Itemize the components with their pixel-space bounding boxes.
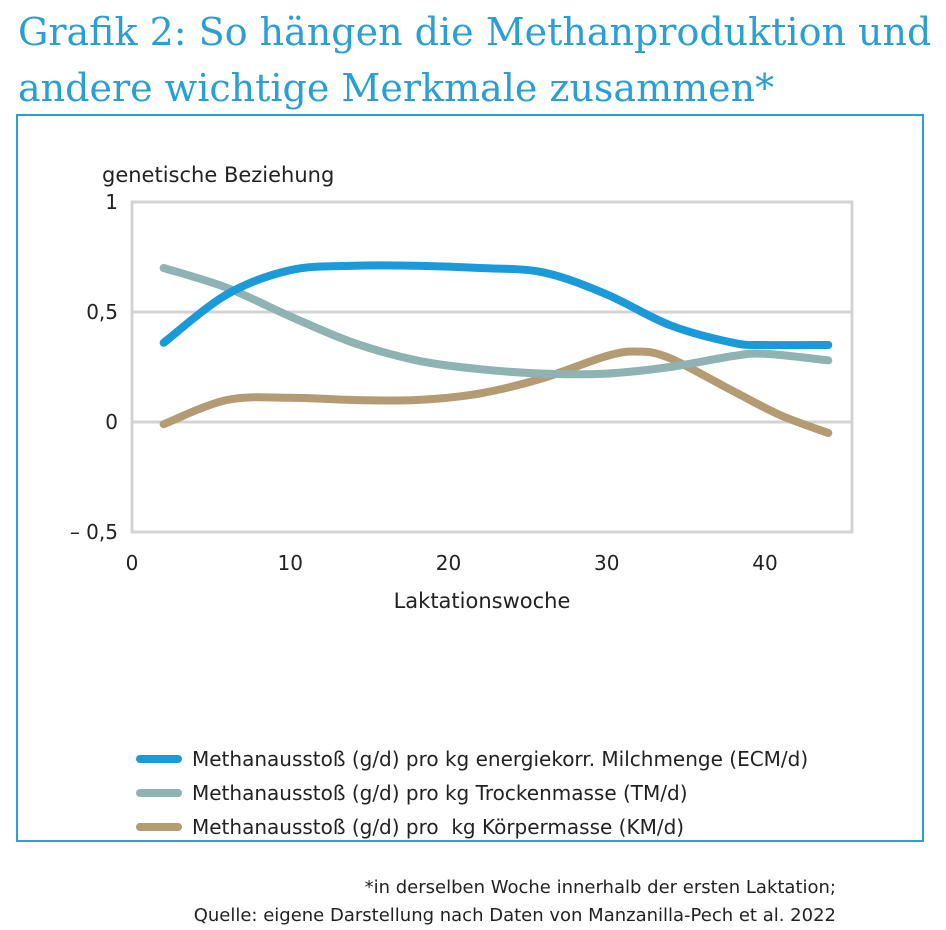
- legend-item-tm: Methanausstoß (g/d) pro kg Trockenmasse …: [136, 776, 808, 810]
- series-line-tm: [159, 264, 833, 379]
- x-tick-label: 10: [278, 551, 303, 575]
- legend: Methanausstoß (g/d) pro kg energiekorr. …: [136, 742, 808, 844]
- chart-title: Grafik 2: So hängen die Methanproduktion…: [18, 10, 932, 110]
- footnote: *in derselben Woche innerhalb der ersten…: [194, 874, 836, 930]
- legend-label-km: Methanausstoß (g/d) pro kg Körpermasse (…: [192, 815, 685, 839]
- y-tick-label: 1: [105, 190, 118, 214]
- legend-label-ecm: Methanausstoß (g/d) pro kg energiekorr. …: [192, 747, 809, 771]
- legend-swatch-tm: [136, 789, 182, 797]
- x-tick-label: 40: [752, 551, 777, 575]
- y-tick-label: 0,5: [86, 300, 118, 324]
- legend-item-km: Methanausstoß (g/d) pro kg Körpermasse (…: [136, 810, 808, 844]
- chart-frame: 1 0,5 0 – 0,5 0 10 20 30 40 genetische Beziehung L…: [16, 114, 924, 926]
- line-chart: 1 0,5 0 – 0,5 0 10 20 30 40 genetische Beziehung L…: [70, 163, 854, 613]
- legend-item-ecm: Methanausstoß (g/d) pro kg energiekorr. …: [136, 742, 808, 776]
- series-line-km: [159, 347, 833, 437]
- footnote-source: Quelle: eigene Darstellung nach Daten vo…: [193, 905, 836, 926]
- legend-label-tm: Methanausstoß (g/d) pro kg Trockenmasse …: [192, 781, 688, 805]
- legend-swatch-ecm: [136, 755, 182, 763]
- y-tick-label: 0: [105, 410, 118, 434]
- series-line-ecm: [159, 261, 833, 350]
- x-tick-label: 30: [594, 551, 619, 575]
- y-tick-label: – 0,5: [70, 520, 118, 544]
- x-tick-label: 0: [126, 551, 139, 575]
- footnote-note: *in derselben Woche innerhalb der ersten…: [364, 877, 836, 898]
- legend-swatch-km: [136, 823, 182, 831]
- x-tick-label: 20: [436, 551, 461, 575]
- x-axis-title: Laktationswoche: [394, 589, 571, 613]
- y-axis-title: genetische Beziehung: [102, 163, 334, 187]
